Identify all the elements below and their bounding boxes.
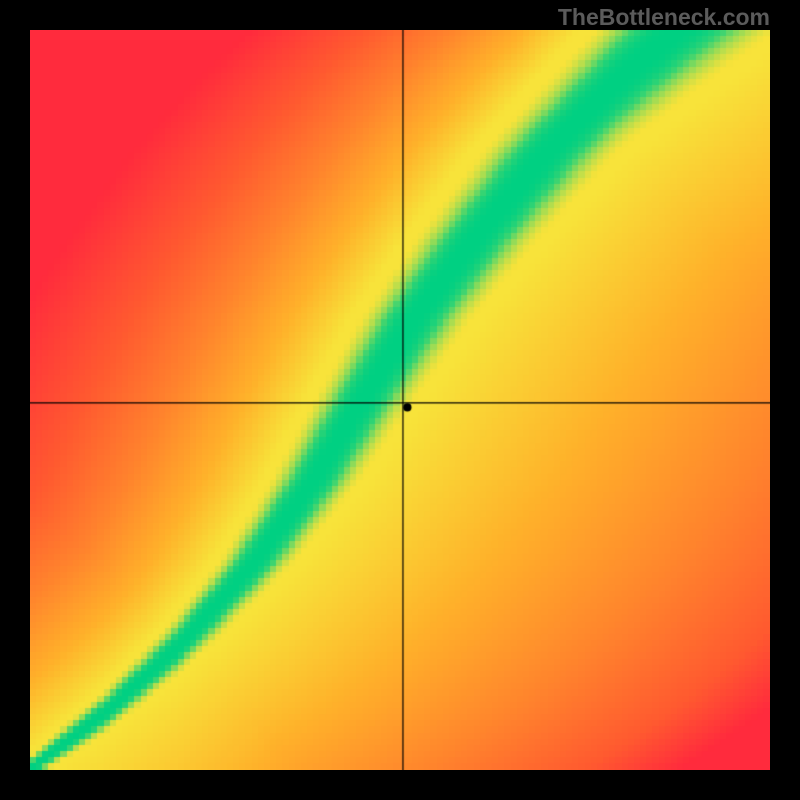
watermark-text: TheBottleneck.com bbox=[558, 4, 770, 31]
bottleneck-heatmap bbox=[30, 30, 770, 770]
chart-stage: TheBottleneck.com bbox=[0, 0, 800, 800]
